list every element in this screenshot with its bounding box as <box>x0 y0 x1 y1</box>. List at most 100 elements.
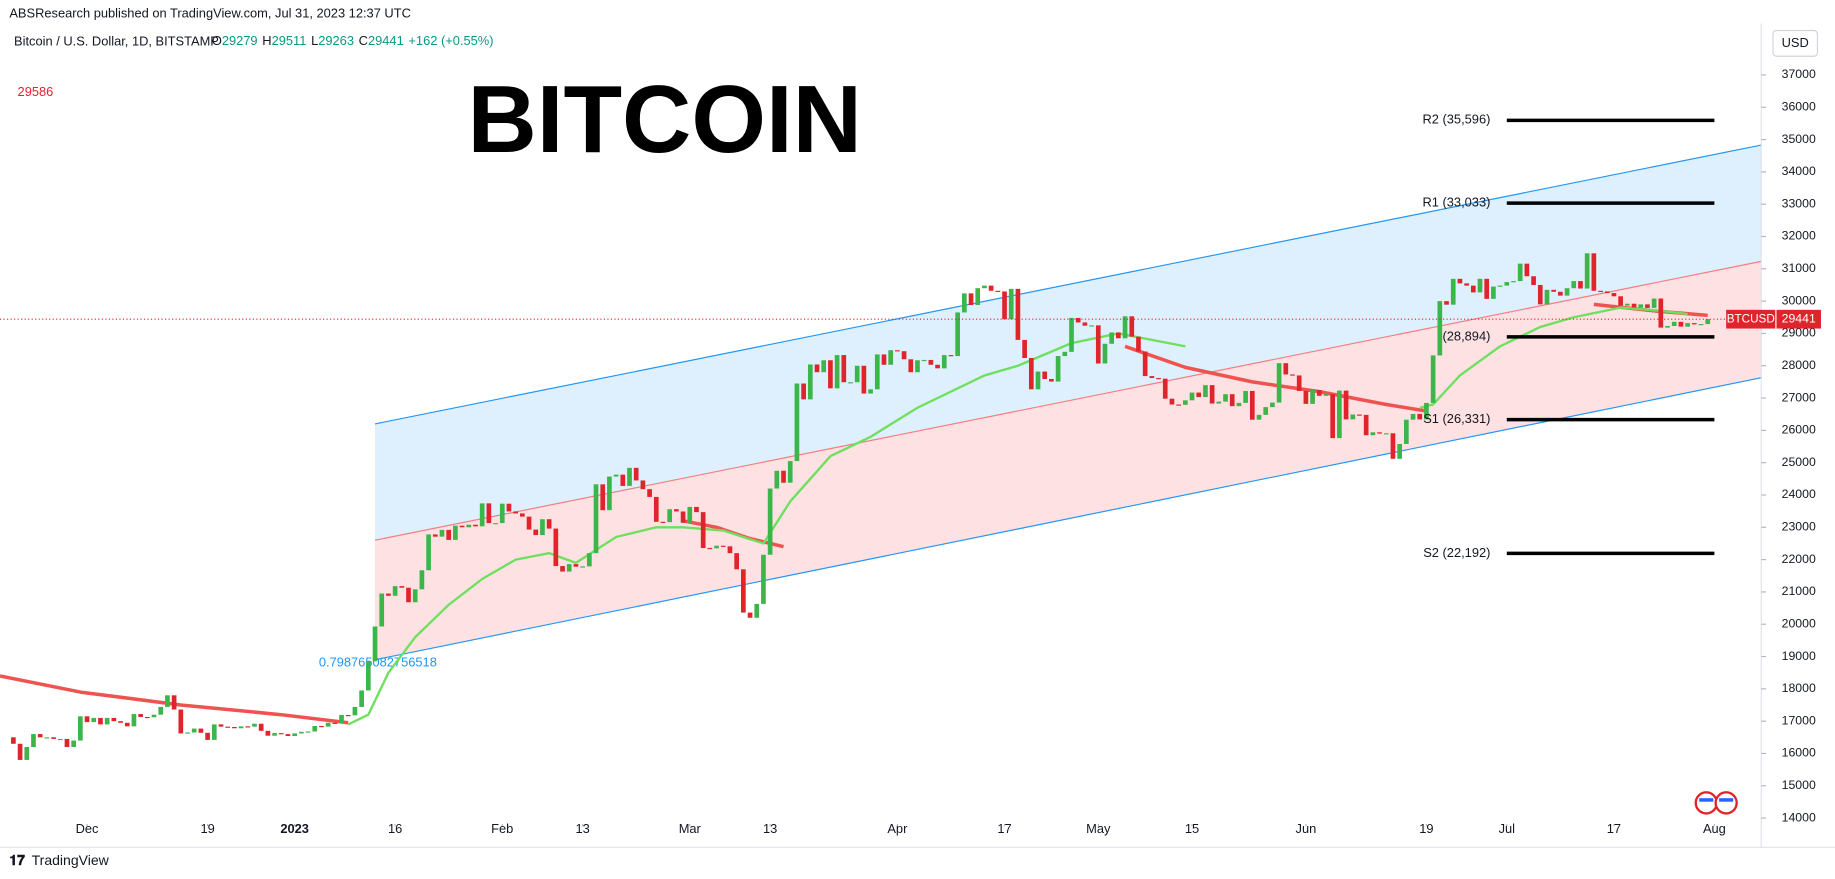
candle-body <box>1571 281 1577 289</box>
y-tick-label: 20000 <box>1782 616 1816 630</box>
y-tick-label: 34000 <box>1782 164 1816 178</box>
candle-body <box>1276 363 1282 403</box>
candle-body <box>975 288 981 306</box>
candle-body <box>98 717 103 725</box>
candle-body <box>727 546 733 554</box>
candle-body <box>995 290 1001 292</box>
candle-body <box>419 570 425 590</box>
candle-body <box>473 524 478 527</box>
candle-body <box>1410 413 1416 420</box>
y-tick-label: 21000 <box>1782 584 1816 598</box>
candle-body <box>1497 285 1503 287</box>
candle-body <box>1383 433 1389 435</box>
candle-body <box>78 716 83 741</box>
candle-body <box>895 350 900 352</box>
candle-body <box>399 586 405 588</box>
candle-body <box>439 529 445 537</box>
candle-body <box>1618 296 1623 306</box>
candle-body <box>828 360 833 389</box>
candle-body <box>319 726 324 728</box>
tv-logo: 𝟏𝟕 <box>9 852 25 868</box>
candle-body <box>761 554 766 604</box>
candle-body <box>593 484 599 554</box>
candle-body <box>459 525 465 528</box>
candle-body <box>1283 363 1289 375</box>
candle-body <box>91 717 97 723</box>
x-tick-label: Jul <box>1499 821 1515 836</box>
symbol: Bitcoin / U.S. Dollar, 1D, BITSTAMP <box>14 34 219 49</box>
candle-body <box>1196 392 1202 398</box>
ohlc-value: 29511 <box>272 34 307 49</box>
y-tick-label: 17000 <box>1782 713 1816 727</box>
candle-body <box>124 722 130 727</box>
x-tick-label: Mar <box>679 821 702 836</box>
candle-body <box>1645 304 1650 308</box>
y-tick-label: 36000 <box>1782 100 1816 114</box>
candle-body <box>1370 432 1376 436</box>
candle-body <box>1591 253 1597 291</box>
candle-body <box>754 603 760 618</box>
flag-icon[interactable] <box>1694 791 1738 815</box>
candle-body <box>412 589 418 603</box>
x-tick-label: 19 <box>1419 821 1433 836</box>
candle-body <box>1303 390 1309 404</box>
y-tick-label: 30000 <box>1782 293 1816 307</box>
candle-body <box>600 484 606 511</box>
candle-body <box>1229 394 1235 407</box>
candle-body <box>627 467 632 486</box>
candle-body <box>1203 385 1208 398</box>
candle-body <box>1136 336 1141 352</box>
candle-body <box>1116 332 1121 339</box>
candle-body <box>1604 291 1610 294</box>
candle-body <box>1484 278 1490 299</box>
candle-body <box>118 721 123 723</box>
candle-body <box>988 285 994 291</box>
candle-body <box>834 355 840 389</box>
candle-body <box>1035 371 1041 390</box>
candle-body <box>51 737 56 739</box>
candle-body <box>1511 281 1516 283</box>
y-tick-label: 23000 <box>1782 520 1816 534</box>
y-tick-label: 35000 <box>1782 132 1816 146</box>
y-tick-label: 37000 <box>1782 67 1816 81</box>
candle-body <box>941 355 947 369</box>
currency-box[interactable] <box>1772 29 1819 57</box>
candle-body <box>499 503 505 524</box>
candle-body <box>238 726 244 729</box>
candle-body <box>1491 286 1496 299</box>
candle-body <box>305 731 311 733</box>
candle-body <box>1209 385 1215 404</box>
candle-body <box>325 722 331 727</box>
candle-body <box>1109 332 1115 344</box>
candle-body <box>674 509 679 512</box>
y-tick-label: 22000 <box>1782 552 1816 566</box>
candle-body <box>928 359 934 365</box>
plot: 0.798765082756518 R2 (35,596) R1 (33,033) (… <box>0 112 1762 760</box>
candle-body <box>104 717 110 725</box>
candle-body <box>365 661 371 691</box>
pivot-label: R1 (33,033) <box>1422 195 1490 210</box>
candle-body <box>1310 389 1315 404</box>
candle-body <box>613 474 619 477</box>
y-tick-label: 33000 <box>1782 196 1816 210</box>
candle-body <box>1002 291 1007 320</box>
candle-body <box>948 355 954 357</box>
candle-body <box>225 726 231 728</box>
candle-body <box>741 569 746 613</box>
candle-body <box>466 524 472 528</box>
candle-body <box>734 553 739 570</box>
candle-body <box>205 732 210 740</box>
candle-body <box>868 389 873 394</box>
candle-body <box>888 350 894 365</box>
candle-body <box>406 587 411 603</box>
candle-body <box>17 743 23 760</box>
candle-body <box>694 506 699 513</box>
candle-body <box>1189 392 1195 401</box>
x-tick-label: Aug <box>1703 821 1726 836</box>
channel-middle <box>374 260 1762 541</box>
ohlc-letter: H <box>262 34 271 49</box>
currency[interactable]: USD <box>1782 35 1809 50</box>
candle-body <box>1357 414 1362 416</box>
candle-body <box>198 728 204 733</box>
candle-body <box>111 717 117 722</box>
